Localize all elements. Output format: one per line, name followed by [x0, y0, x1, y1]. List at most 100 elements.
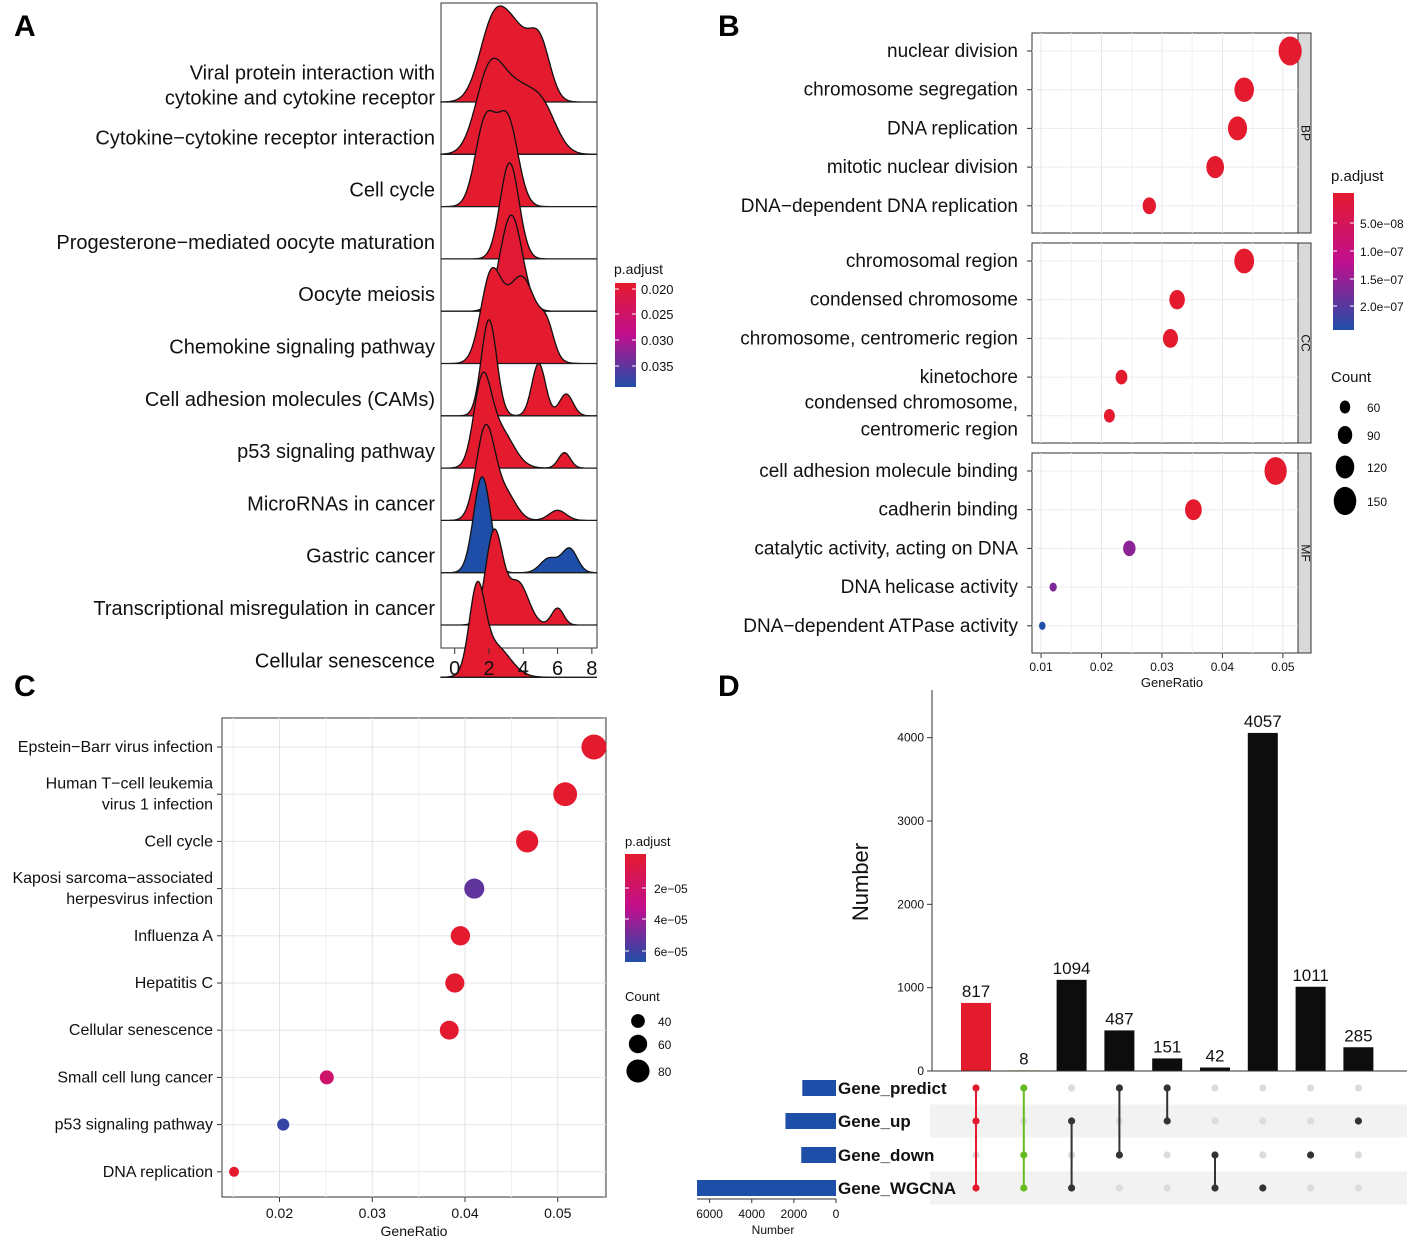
term-label: DNA replication [887, 118, 1018, 139]
ridge-6 [441, 266, 597, 365]
set-label: Gene_up [838, 1112, 911, 1131]
legend-label: 0.035 [641, 359, 674, 374]
matrix-dot-filled [972, 1117, 980, 1125]
term-label: chromosomal region [846, 251, 1018, 272]
legend-title: p.adjust [1331, 168, 1384, 185]
facet-strip [1297, 32, 1312, 234]
set-label: Gene_predict [838, 1079, 947, 1098]
panel-label-a: A [14, 10, 36, 43]
set-size-bar [802, 1080, 836, 1096]
dot [445, 973, 465, 993]
term-label: condensed chromosome, centromeric region [805, 392, 1018, 440]
x-tick-label: 2 [483, 658, 494, 680]
legend-size-dot [1337, 425, 1353, 445]
ridge-category-label: Chemokine signaling pathway [169, 337, 435, 359]
term-label: Cell cycle [145, 833, 214, 850]
term-label: DNA replication [103, 1164, 213, 1181]
term-label: nuclear division [887, 41, 1018, 62]
y-tick-label: 1000 [897, 981, 924, 995]
ridge-category-label: Cell adhesion molecules (CAMs) [145, 389, 435, 411]
ridge-category-label: Cell cycle [349, 180, 435, 202]
term-label: Cellular senescence [69, 1022, 213, 1039]
x-tick-label: 0.02 [1090, 660, 1114, 674]
legend-colorbar [1333, 193, 1354, 330]
term-label: cell adhesion molecule binding [759, 461, 1018, 482]
dot [277, 1118, 290, 1131]
dot [1142, 197, 1156, 215]
term-label: Small cell lung cancer [57, 1069, 213, 1086]
facet-frame [1031, 32, 1299, 234]
legend-label: 90 [1367, 429, 1381, 443]
term-label: Kaposi sarcoma−associated herpesvirus inf… [12, 870, 213, 908]
dot [553, 782, 578, 807]
dot [1115, 369, 1128, 385]
dot [1169, 289, 1185, 310]
matrix-dot-empty [1259, 1117, 1267, 1125]
y-tick-label: 2000 [897, 897, 924, 911]
intersection-bar [1104, 1030, 1135, 1071]
matrix-dot-empty [1211, 1084, 1219, 1092]
legend-label: 40 [658, 1015, 672, 1029]
x-tick-label: 6 [552, 658, 563, 680]
ridge-category-label: Gastric cancer [306, 546, 435, 568]
ridge-1 [440, 5, 597, 103]
legend-label: 60 [1367, 401, 1381, 415]
legend-title: p.adjust [625, 834, 671, 849]
matrix-dot-empty [1163, 1184, 1171, 1192]
matrix-dot-empty [1307, 1184, 1315, 1192]
matrix-dot-empty [1211, 1117, 1219, 1125]
dot [1234, 248, 1255, 274]
legend-label: 6e−05 [654, 945, 688, 959]
term-label: chromosome segregation [804, 80, 1018, 101]
dot [1227, 116, 1248, 141]
term-label: Epstein−Barr virus infection [18, 739, 213, 756]
legend-label: 150 [1367, 495, 1387, 509]
set-size-bar [801, 1147, 836, 1163]
dot [1039, 621, 1046, 630]
facet-strip-label: CC [1298, 334, 1312, 352]
term-label: kinetochore [920, 367, 1018, 388]
panel-b-go-dotplot: BP nuclear division chromosome segregation… [740, 32, 1404, 690]
panel-c-kegg-dotplot: Epstein−Barr virus infection Human T−cell… [12, 717, 688, 1238]
matrix-dot-filled [1115, 1151, 1123, 1159]
y-axis-title: Number [848, 843, 873, 921]
set-size-bar [785, 1113, 836, 1129]
matrix-dot-empty [1354, 1084, 1362, 1092]
dot [1206, 156, 1225, 179]
intersection-count: 1094 [1053, 959, 1091, 978]
matrix-dot-filled [1163, 1117, 1171, 1125]
facet-strip-label: MF [1298, 544, 1312, 561]
dot [450, 926, 471, 946]
term-label: DNA helicase activity [841, 577, 1019, 598]
dot [1264, 457, 1287, 485]
x-axis-title: GeneRatio [1141, 675, 1203, 690]
term-label: p53 signaling pathway [55, 1117, 213, 1134]
dot [1162, 328, 1179, 348]
term-label: DNA−dependent DNA replication [741, 196, 1018, 217]
term-label: Influenza A [134, 928, 214, 945]
intersection-bar [1295, 986, 1326, 1071]
matrix-dot-filled [1259, 1184, 1267, 1192]
dot [1234, 77, 1254, 102]
legend-label: 0.030 [641, 333, 674, 348]
legend-label: 5.0e−08 [1360, 217, 1404, 231]
legend-label: 1.0e−07 [1360, 245, 1404, 259]
matrix-dot-empty [1307, 1117, 1315, 1125]
matrix-dot-empty [1163, 1151, 1171, 1159]
legend-label: 80 [658, 1065, 672, 1079]
legend-colorbar [615, 283, 636, 387]
legend-label: 2.0e−07 [1360, 300, 1404, 314]
set-label: Gene_down [838, 1146, 934, 1165]
legend-label: 0.020 [641, 282, 674, 297]
term-label: chromosome, centromeric region [740, 328, 1018, 349]
intersection-count: 285 [1344, 1026, 1372, 1045]
matrix-dot-empty [1354, 1151, 1362, 1159]
matrix-dot-empty [1115, 1184, 1123, 1192]
legend-label: 4e−05 [654, 913, 688, 927]
x-tick-label: 0.05 [544, 1205, 571, 1221]
intersection-bar [961, 1002, 991, 1071]
matrix-dot-empty [1307, 1084, 1315, 1092]
set-x-axis-title: Number [752, 1223, 795, 1237]
set-x-tick-label: 0 [833, 1207, 840, 1221]
ridge-category-label: Progesterone−mediated oocyte maturation [56, 232, 435, 254]
